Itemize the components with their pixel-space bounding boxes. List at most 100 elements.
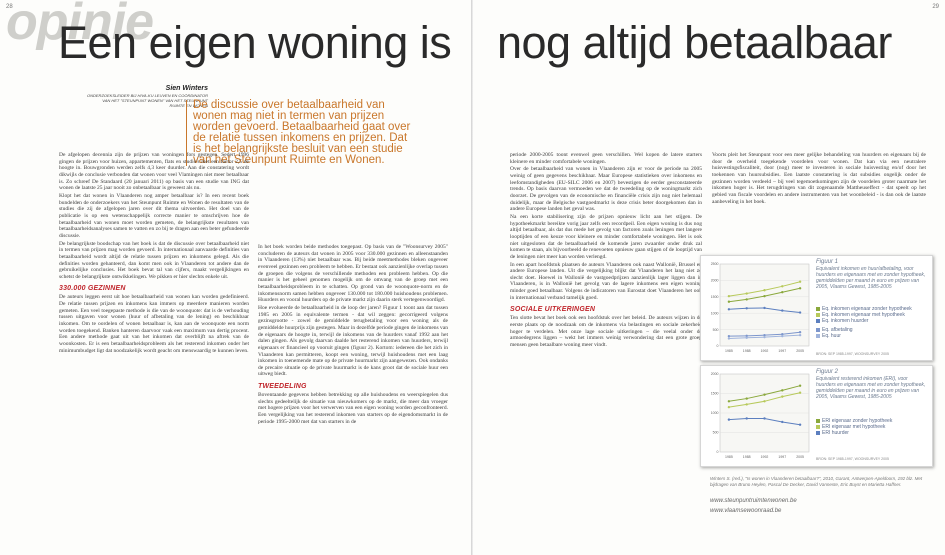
figure-2: 2000 1500 1000 500 0 1985 1988 1992 1997 2005 Fig…	[700, 365, 933, 467]
legend-swatch	[816, 334, 820, 338]
data-point	[781, 291, 784, 294]
data-point	[781, 309, 784, 312]
data-point	[727, 300, 731, 303]
data-point	[763, 335, 766, 339]
col1-paragraph-3: De belangrijkste boodschap van het boek …	[59, 240, 249, 280]
legend-swatch	[816, 307, 820, 311]
col3-paragraph-2: Over de betaalbaarheid van wonen in Vlaa…	[510, 166, 702, 213]
data-point	[727, 308, 731, 311]
legend-item: Eq. inkomen eigenaar zonder hypotheek	[816, 306, 912, 312]
x-tick-label: 1985	[725, 349, 733, 353]
col2-paragraph-3: Boventaande gegevens hebben betrekking o…	[258, 392, 448, 425]
figure-1-source: BRON: SEP 1985-1997, WOONSURVEY 2005	[816, 352, 889, 356]
data-point	[745, 417, 748, 420]
legend-label: Eq. inkomen huurder	[822, 318, 869, 324]
data-point	[745, 403, 748, 406]
column-4: Voorts pleit het Steunpunt voor een meer…	[712, 152, 926, 206]
left-page: 28 opinie Een eigen woning is Sien Winte…	[0, 0, 472, 555]
y-tick-label: 2000	[711, 279, 719, 283]
x-tick-label: 1997	[778, 455, 786, 459]
data-point	[763, 289, 766, 292]
link-woonraad[interactable]: www.vlaamsewoonraad.be	[710, 508, 782, 514]
spread-gutter	[471, 0, 473, 555]
figure-2-chart: 2000 1500 1000 500 0 1985 1988 1992 1997 2005	[711, 372, 810, 459]
author-name: Sien Winters	[165, 85, 208, 92]
legend-label: Eq. inkomen eigenaar met hypotheek	[822, 312, 905, 318]
column-3: periode 2000-2005 toont evenwel geen ver…	[510, 152, 702, 350]
data-point	[727, 418, 731, 421]
figure-1: 2500 2000 1500 1000 500 0 1985 1988 1992 1997 2005…	[700, 255, 933, 361]
data-point	[798, 391, 802, 394]
figure-1-caption-block: Figuur 1 Equivalent inkomen en huur/afbe…	[816, 259, 928, 290]
data-point	[727, 405, 731, 409]
x-tick-label: 1997	[778, 349, 786, 353]
data-point	[781, 332, 784, 336]
legend-swatch	[816, 425, 820, 429]
y-tick-label: 1500	[711, 295, 719, 299]
legend-item: Eq. huur	[816, 333, 912, 339]
data-point	[781, 285, 784, 288]
lead-paragraph: De discussie over betaalbaarheid van won…	[186, 99, 411, 166]
column-2: In het boek worden beide methodes toegep…	[258, 244, 448, 426]
data-point	[727, 294, 731, 298]
data-point	[781, 334, 784, 338]
y-tick-label: 2500	[711, 262, 719, 266]
col2-paragraph-2: Hoe evolueerde de betaalbaarheid in de l…	[258, 304, 448, 378]
data-point	[745, 397, 748, 400]
page-number-right: 29	[932, 4, 939, 10]
sources-note: Winters S. (red.), "Is wonen in Vlaander…	[710, 476, 923, 487]
legend-label: ERI eigenaar met hypotheek	[822, 424, 886, 430]
data-point	[781, 420, 784, 424]
section-word: opinie	[6, 0, 154, 51]
x-tick-label: 1988	[743, 455, 751, 459]
col3-paragraph-1: periode 2000-2005 toont evenwel geen ver…	[510, 152, 702, 165]
legend-label: Eq. inkomen eigenaar zonder hypotheek	[822, 306, 912, 312]
data-point	[745, 298, 748, 301]
legend-item: ERI eigenaar zonder hypotheek	[816, 418, 892, 424]
x-tick-label: 1992	[761, 455, 769, 459]
col2-paragraph-1: In het boek worden beide methodes toegep…	[258, 244, 448, 304]
links-block: www.steunpuntruimtenwonen.be www.vlaamse…	[710, 496, 797, 516]
x-tick-label: 1985	[725, 455, 733, 459]
figure-2-title: Figuur 2	[816, 369, 839, 375]
col1-paragraph-2: Klopt het dat wonen in Vlaanderen nog am…	[59, 192, 249, 239]
x-tick-label: 2005	[796, 349, 804, 353]
y-tick-label: 0	[717, 450, 719, 454]
data-point	[727, 400, 731, 403]
data-point	[745, 292, 748, 295]
col4-paragraph-1: Voorts pleit het Steunpunt voor een meer…	[712, 152, 926, 205]
x-tick-label: 1988	[743, 349, 751, 353]
legend-label: Eq. afbetaling	[822, 327, 853, 333]
legend-swatch	[816, 431, 820, 435]
y-tick-label: 500	[713, 328, 719, 332]
legend-swatch	[816, 328, 820, 332]
legend-label: ERI huurder	[822, 430, 849, 436]
data-point	[763, 393, 766, 396]
figure-1-legend: Eq. inkomen eigenaar zonder hypotheek Eq…	[816, 306, 912, 339]
data-point	[727, 334, 731, 338]
legend-item: Eq. inkomen huurder	[816, 318, 912, 324]
figure-2-caption-block: Figuur 2 Equivalent resterend inkomen (E…	[816, 369, 928, 400]
headline-right: nog altijd betaalbaar	[497, 17, 892, 68]
data-point	[798, 423, 802, 426]
data-point	[798, 384, 802, 387]
data-point	[798, 311, 802, 314]
col1-paragraph-4: De auteurs leggen eerst uit hoe betaalba…	[59, 294, 249, 354]
figure-2-caption: Equivalent resterend inkomen (ERI), voor…	[816, 376, 926, 400]
data-point	[745, 334, 748, 338]
legend-label: ERI eigenaar zonder hypotheek	[822, 418, 893, 424]
plot-area	[719, 263, 810, 347]
data-point	[781, 389, 784, 392]
link-steunpunt[interactable]: www.steunpuntruimtenwonen.be	[710, 498, 797, 504]
y-tick-label: 1500	[711, 392, 719, 396]
right-page: 29 nog altijd betaalbaar	[472, 0, 945, 555]
headline-left: Een eigen woning is	[58, 17, 452, 68]
author-block: Sien Winters ONDERZOEKSLEIDER BIJ HIVA-K…	[86, 85, 208, 108]
y-tick-label: 500	[713, 431, 719, 435]
legend-item: Eq. afbetaling	[816, 327, 912, 333]
data-point	[763, 400, 766, 403]
y-tick-label: 1000	[711, 311, 719, 315]
data-point	[763, 417, 766, 420]
col3-paragraph-4: In een apart hoofdstuk plaatsen de auteu…	[510, 261, 702, 301]
